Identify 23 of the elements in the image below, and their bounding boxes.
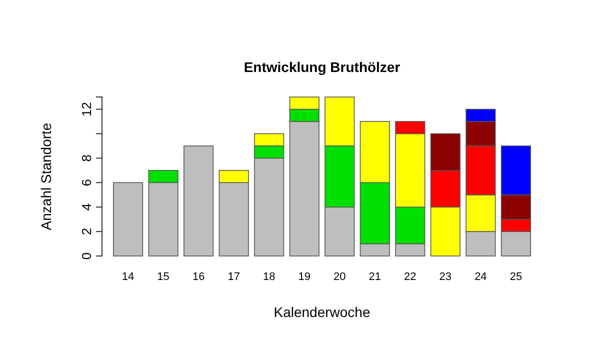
x-tick-label: 21: [368, 271, 382, 284]
y-tick-label: 6: [79, 179, 94, 186]
x-tick-label: 18: [262, 271, 276, 284]
x-tick-label: 17: [228, 271, 240, 284]
chart-title: Entwicklung Bruthölzer: [244, 59, 401, 75]
y-tick-label: 4: [79, 203, 94, 211]
y-axis-title: Anzahl Standorte: [38, 122, 54, 230]
y-tick-label: 8: [79, 154, 94, 162]
y-tick-label: 0: [79, 252, 94, 260]
x-tick-label: 14: [122, 271, 134, 284]
y-tick-label: 2: [79, 228, 94, 236]
x-tick-label: 20: [334, 271, 346, 284]
x-tick-label: 22: [404, 271, 416, 284]
y-tick-label: 12: [79, 102, 94, 116]
x-tick-label: 15: [157, 271, 170, 284]
x-tick-label: 19: [298, 271, 310, 284]
x-tick-label: 24: [474, 271, 487, 284]
x-axis-title: Kalenderwoche: [274, 304, 370, 320]
x-tick-label: 25: [510, 271, 522, 284]
bar: [184, 146, 214, 256]
x-tick-label: 16: [192, 271, 205, 284]
x-tick-label: 23: [439, 271, 452, 284]
bar: [113, 182, 144, 256]
